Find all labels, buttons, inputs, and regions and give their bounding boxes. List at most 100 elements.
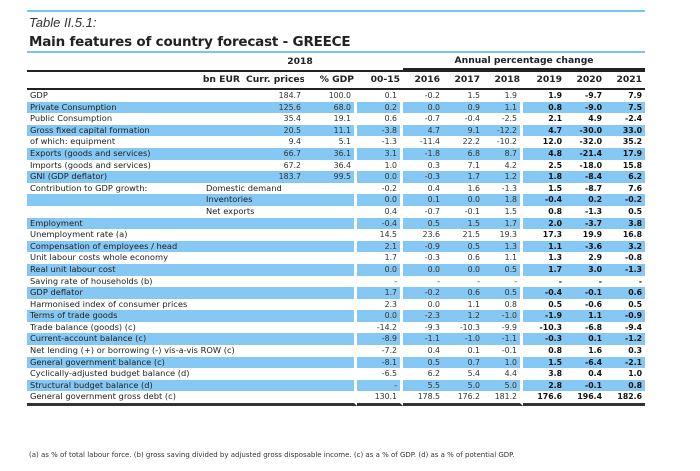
cell-2016: 0.0 bbox=[403, 263, 444, 276]
row-label: Gross fixed capital formation bbox=[27, 124, 243, 137]
row-label: Public Consumption bbox=[30, 113, 113, 124]
cell-00-15: - bbox=[357, 275, 404, 288]
cell-2017: 1.1 bbox=[467, 299, 481, 309]
cell-00-15: 130.1 bbox=[357, 391, 404, 407]
cell-2020: 3.0 bbox=[565, 263, 606, 276]
cell-2017: 6.8 bbox=[443, 147, 484, 160]
header-annual-change: Annual percentage change bbox=[403, 54, 646, 70]
cell-2016: 0.5 bbox=[403, 356, 444, 369]
cell-2021: 0.8 bbox=[605, 379, 646, 392]
cell-2018: -0.1 bbox=[483, 345, 524, 357]
cell-2018: -2.5 bbox=[483, 113, 524, 125]
cell-curr-prices: 125.6 bbox=[243, 101, 304, 114]
cell-2021: -9.4 bbox=[625, 322, 643, 332]
row-label bbox=[27, 206, 203, 218]
cell-2018: 4.2 bbox=[483, 159, 524, 172]
cell-pct-gdp bbox=[304, 205, 358, 218]
table-row: GDP deflator 1.7 -0.2 0.6 0.5 -0.4 -0.1 0.6 bbox=[27, 287, 646, 299]
cell-2017: 22.2 bbox=[462, 137, 481, 147]
cell-2020: - bbox=[598, 276, 603, 286]
cell-pct-gdp bbox=[304, 287, 358, 299]
cell-2018: -1.0 bbox=[483, 310, 524, 322]
cell-2021: 7.5 bbox=[605, 101, 646, 114]
cell-2016: 0.0 bbox=[403, 101, 444, 114]
cell-00-15: -8.1 bbox=[357, 356, 404, 369]
cell-2016: -0.2 bbox=[424, 91, 441, 100]
cell-2016: - bbox=[437, 276, 441, 286]
cell-2019: -0.4 bbox=[523, 287, 566, 299]
table-row: Inventories 0.0 0.1 0.0 1.8 -0.4 0.2 -0.2 bbox=[27, 194, 646, 206]
cell-2019: 2.0 bbox=[523, 217, 566, 230]
cell-pct-gdp bbox=[304, 379, 358, 392]
row-label: Compensation of employees / head bbox=[27, 240, 243, 253]
table-row: Harmonised index of consumer prices 2.3 0.… bbox=[27, 298, 645, 311]
row-label: GDP bbox=[30, 90, 48, 100]
header-row-2: bn EUR Curr. prices % GDP 00-15 2016 201… bbox=[27, 70, 646, 90]
cell-2020: -0.6 bbox=[584, 299, 603, 309]
cell-2018: 1.8 bbox=[483, 194, 524, 206]
cell-2018: 19.3 bbox=[483, 229, 524, 241]
cell-pct-gdp bbox=[304, 263, 358, 276]
cell-2021: 1.0 bbox=[628, 369, 643, 379]
cell-2016: -1.8 bbox=[403, 147, 444, 160]
cell-2018: -1.3 bbox=[483, 182, 524, 195]
row-label: Private Consumption bbox=[27, 101, 243, 114]
cell-2019: 3.8 bbox=[548, 369, 563, 379]
row-label: Structural budget balance (d) bbox=[27, 379, 243, 392]
cell-2017: -10.3 bbox=[459, 322, 481, 332]
table-row: Structural budget balance (d) -5.5 5.0 5.0 2… bbox=[27, 379, 646, 392]
row-label: Real unit labour cost bbox=[27, 263, 243, 276]
table-row: Private Consumption 125.6 68.0 0.2 0.0 0.9 1.1… bbox=[27, 101, 646, 114]
cell-curr-prices bbox=[243, 263, 304, 276]
header-2018: 2018 bbox=[483, 70, 524, 90]
cell-00-15: -8.9 bbox=[357, 333, 404, 346]
cell-2019: 1.3 bbox=[548, 253, 563, 263]
cell-2016: 0.4 bbox=[427, 183, 441, 193]
cell-2021: -2.1 bbox=[605, 356, 646, 369]
cell-2018: 0.8 bbox=[483, 298, 524, 311]
table-row: Terms of trade goods 0.0 -2.3 1.2 -1.0 -1.9 1.… bbox=[27, 310, 646, 322]
cell-2021: -0.9 bbox=[605, 310, 646, 322]
cell-2021: 6.2 bbox=[605, 171, 646, 183]
cell-pct-gdp bbox=[304, 229, 358, 241]
cell-2019: 0.8 bbox=[523, 101, 566, 114]
cell-2017: 5.0 bbox=[443, 379, 484, 392]
cell-2016: -9.3 bbox=[424, 322, 441, 332]
cell-00-15: -14.2 bbox=[357, 321, 404, 334]
row-label: GDP deflator bbox=[27, 287, 243, 299]
cell-pct-gdp bbox=[304, 194, 358, 206]
cell-2021: 3.2 bbox=[605, 240, 646, 253]
cell-2016: 0.5 bbox=[403, 217, 444, 230]
cell-2016: -2.3 bbox=[403, 310, 444, 322]
cell-2018: 1.1 bbox=[483, 252, 524, 264]
table-row: General government balance (c) -8.1 0.5 0.7… bbox=[27, 356, 646, 369]
cell-2019: 2.5 bbox=[548, 160, 563, 170]
cell-2020: -6.8 bbox=[584, 322, 603, 332]
cell-00-15: 0.2 bbox=[357, 101, 404, 114]
cell-2021: -0.2 bbox=[605, 194, 646, 206]
cell-2021: -1.3 bbox=[605, 263, 646, 276]
cell-2021: 0.5 bbox=[628, 299, 643, 309]
cell-curr-prices bbox=[243, 276, 304, 288]
cell-2020: -30.0 bbox=[565, 124, 606, 137]
cell-2020: -9.7 bbox=[584, 91, 603, 100]
cell-2018: 5.0 bbox=[483, 379, 524, 392]
cell-00-15: 1.7 bbox=[357, 252, 404, 264]
cell-curr-prices bbox=[243, 333, 304, 346]
row-label: Trade balance (goods) (c) bbox=[30, 321, 136, 332]
cell-2017: 21.5 bbox=[462, 230, 481, 240]
cell-2021: - bbox=[638, 276, 643, 286]
cell-2017: 0.1 bbox=[467, 346, 481, 356]
cell-2016: 6.2 bbox=[427, 369, 441, 379]
cell-2017: 0.0 bbox=[443, 263, 484, 276]
table-row: Real unit labour cost 0.0 0.0 0.0 0.5 1.7 3.0-… bbox=[27, 263, 646, 276]
cell-2016: 0.0 bbox=[427, 299, 441, 309]
cell-2017: 1.5 bbox=[467, 91, 481, 100]
table-row: GNI (GDP deflator) 183.7 99.5 0.0 -0.3 1.7 1.2… bbox=[27, 171, 646, 183]
cell-2019: -0.4 bbox=[523, 194, 566, 206]
cell-2017: 0.6 bbox=[467, 253, 481, 263]
cell-2021: 3.8 bbox=[605, 217, 646, 230]
cell-00-15: 3.1 bbox=[357, 147, 404, 160]
cell-2020: -1.3 bbox=[584, 206, 603, 216]
cell-2016: 4.7 bbox=[403, 124, 444, 137]
